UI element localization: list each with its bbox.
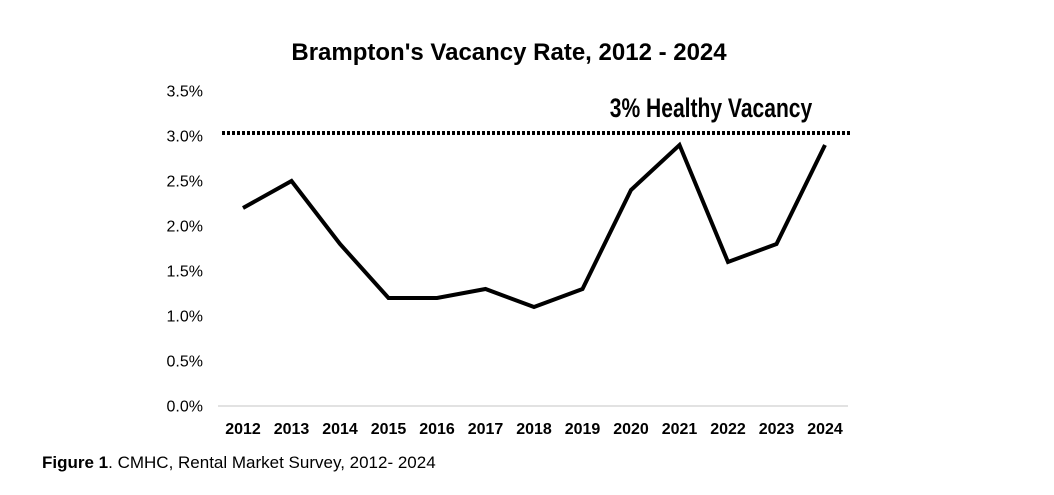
x-tick-label: 2016 xyxy=(419,421,455,438)
x-tick-label: 2019 xyxy=(565,421,601,438)
x-tick-label: 2015 xyxy=(371,421,407,438)
series-group xyxy=(242,141,827,310)
vacancy-rate-line xyxy=(242,141,827,310)
y-tick-label: 2.5% xyxy=(167,174,203,191)
x-tick-label: 2012 xyxy=(225,421,261,438)
x-tick-label: 2023 xyxy=(759,421,795,438)
x-tick-label: 2018 xyxy=(516,421,552,438)
figure-caption-text: . CMHC, Rental Market Survey, 2012- 2024 xyxy=(108,453,436,472)
y-tick-label: 2.0% xyxy=(167,219,203,236)
x-tick-label: 2020 xyxy=(613,421,649,438)
y-tick-label: 1.5% xyxy=(167,264,203,281)
x-axis-tick-labels: 2012 2013 2014 2015 2016 2017 2018 2019 2020 2021… xyxy=(225,421,843,438)
y-tick-label: 0.0% xyxy=(167,399,203,416)
y-tick-label: 3.0% xyxy=(167,129,203,146)
y-tick-label: 0.5% xyxy=(167,354,203,371)
figure-caption: Figure 1. CMHC, Rental Market Survey, 20… xyxy=(42,453,436,473)
y-tick-label: 1.0% xyxy=(167,309,203,326)
x-tick-label: 2021 xyxy=(662,421,698,438)
x-tick-label: 2017 xyxy=(468,421,504,438)
chart-title: Brampton's Vacancy Rate, 2012 - 2024 xyxy=(291,39,727,66)
x-tick-label: 2014 xyxy=(322,421,358,438)
figure-caption-label: Figure 1 xyxy=(42,453,109,472)
x-tick-label: 2013 xyxy=(274,421,310,438)
x-tick-label: 2024 xyxy=(807,421,843,438)
y-axis-tick-labels: 0.0% 0.5% 1.0% 1.5% 2.0% 2.5% 3.0% 3.5% xyxy=(167,84,203,416)
x-tick-label: 2022 xyxy=(710,421,746,438)
y-tick-label: 3.5% xyxy=(167,84,203,101)
healthy-vacancy-label: 3% Healthy Vacancy xyxy=(610,94,813,124)
